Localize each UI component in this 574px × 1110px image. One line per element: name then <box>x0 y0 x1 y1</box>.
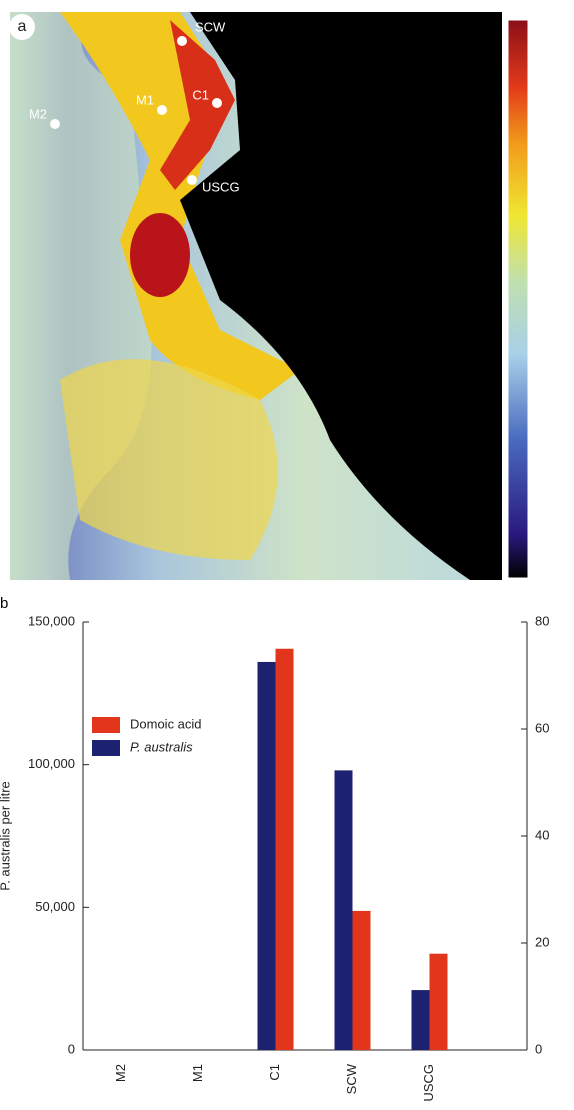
y-tick-label: 50,000 <box>35 899 75 914</box>
colorbar-tick-label: 64.00 <box>535 19 565 30</box>
bar <box>334 770 353 1050</box>
bar <box>411 990 430 1050</box>
bar <box>429 953 448 1050</box>
station-dot <box>157 105 167 115</box>
y2-tick-label: 80 <box>535 613 549 628</box>
legend-swatch <box>92 740 120 756</box>
colorbar-tick-label: 0.10 <box>535 425 559 436</box>
panel-label: b <box>0 595 8 612</box>
x-tick-label: USCG <box>421 1064 436 1102</box>
station-label: C1 <box>192 87 209 102</box>
panel-badge <box>9 14 35 40</box>
x-tick-label: C1 <box>267 1064 282 1081</box>
colorbar-tick-label: 0.01 <box>535 570 559 581</box>
y2-tick-label: 20 <box>535 934 549 949</box>
y-tick-label: 150,000 <box>28 613 75 628</box>
station-dot <box>50 119 60 129</box>
station-label: SCW <box>195 19 226 34</box>
colorbar-tick-label: 10.00 <box>535 136 565 147</box>
panel-label: a <box>18 18 27 35</box>
y-tick-label: 100,000 <box>28 756 75 771</box>
bar <box>257 661 276 1050</box>
y2-tick-label: 0 <box>535 1041 542 1056</box>
bloom-core <box>130 213 190 297</box>
colorbar <box>507 19 529 579</box>
station-dot <box>187 175 197 185</box>
x-tick-label: SCW <box>344 1063 359 1094</box>
bar <box>275 648 294 1050</box>
satellite-map: a <box>9 12 529 580</box>
station-label: USCG <box>202 179 240 194</box>
y-tick-label: 0 <box>68 1041 75 1056</box>
station-label: M1 <box>136 92 154 107</box>
x-tick-label: M1 <box>190 1064 205 1082</box>
station-dot <box>212 98 222 108</box>
colorbar-tick-label: 1.00 <box>535 280 559 291</box>
x-tick-label: M2 <box>113 1064 128 1082</box>
y-axis-title: P. australis per litre <box>0 781 12 891</box>
y2-tick-label: 60 <box>535 720 549 735</box>
station-dot <box>177 36 187 46</box>
bloom <box>60 12 300 400</box>
bloom-core <box>160 20 235 190</box>
legend-swatch <box>92 717 120 733</box>
station-label: M2 <box>29 106 47 121</box>
land <box>180 12 502 580</box>
legend-label: Domoic acid <box>130 716 202 731</box>
bloom <box>60 359 278 560</box>
y2-tick-label: 40 <box>535 827 549 842</box>
bar <box>352 910 371 1050</box>
legend-label: P. australis <box>130 739 193 754</box>
